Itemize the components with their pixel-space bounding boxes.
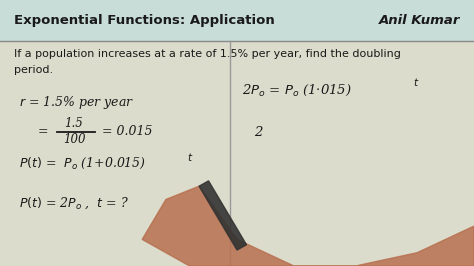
Text: Anil Kumar: Anil Kumar [378, 14, 460, 27]
Text: $P(t)$ =  $P_o$ (1+0.015): $P(t)$ = $P_o$ (1+0.015) [19, 156, 146, 171]
Text: 100: 100 [64, 133, 86, 146]
Text: =: = [38, 125, 48, 138]
Polygon shape [199, 181, 246, 250]
Text: 2$P_o$ = $P_o$ (1$\cdot$015): 2$P_o$ = $P_o$ (1$\cdot$015) [242, 83, 352, 98]
Text: period.: period. [14, 65, 54, 75]
Text: Exponential Functions: Application: Exponential Functions: Application [14, 14, 275, 27]
Text: $r$ = 1.5% per year: $r$ = 1.5% per year [19, 94, 134, 111]
Text: 2: 2 [254, 127, 262, 139]
Text: If a population increases at a rate of 1.5% per year, find the doubling: If a population increases at a rate of 1… [14, 49, 401, 59]
Polygon shape [142, 186, 474, 266]
Text: = 0.015: = 0.015 [102, 125, 153, 138]
Text: 1.5: 1.5 [64, 117, 83, 130]
Text: $t$: $t$ [187, 151, 193, 163]
Text: $t$: $t$ [413, 76, 419, 89]
Bar [0, 0, 474, 41]
Text: $P(t)$ = 2$P_o$ ,  $t$ = ?: $P(t)$ = 2$P_o$ , $t$ = ? [19, 196, 129, 211]
